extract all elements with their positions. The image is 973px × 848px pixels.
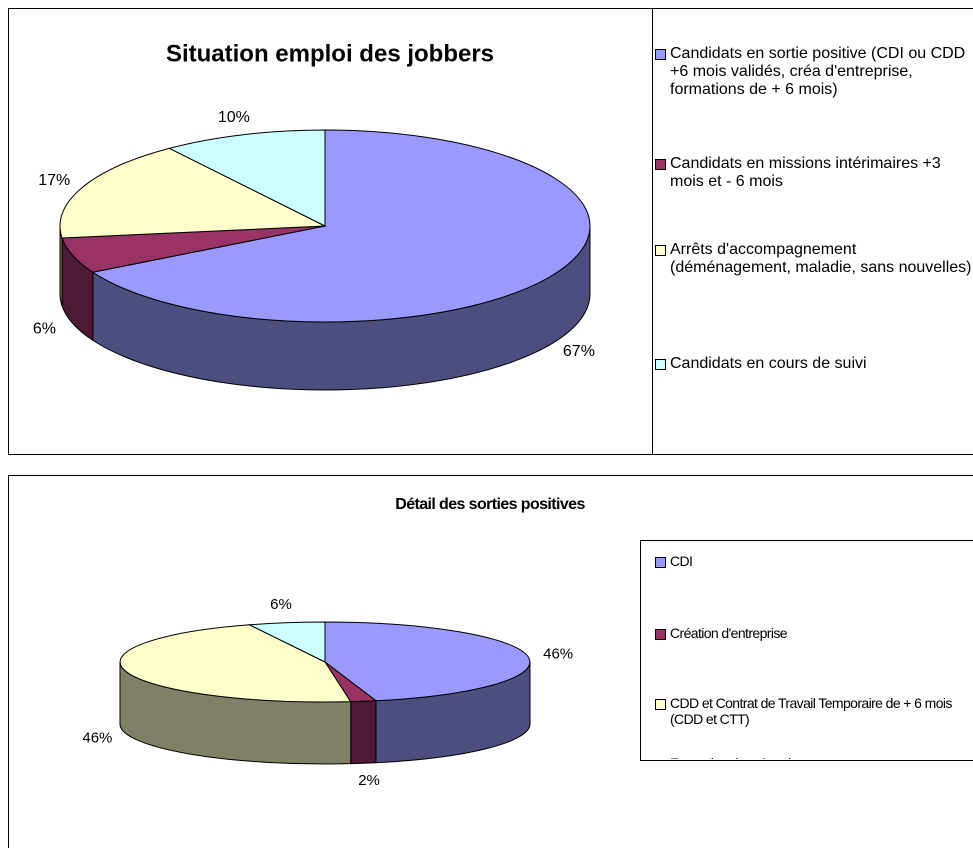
chart-title: Situation emploi des jobbers <box>166 40 494 67</box>
data-label: 17% <box>38 172 70 189</box>
legend-swatch <box>655 159 666 170</box>
pie-slice <box>167 129 326 227</box>
legend-item: Candidats en cours de suivi <box>655 355 973 373</box>
legend-label: Candidats en missions intérimaires +3 mo… <box>670 155 941 190</box>
data-label: 6% <box>33 320 56 337</box>
legend-label: Création d'entreprise <box>670 625 788 641</box>
legend-label: Arrêts d'accompagnement (déménagement, m… <box>670 241 972 276</box>
data-label: 46% <box>82 729 112 746</box>
legend-label: CDD et Contrat de Travail Temporaire de … <box>670 695 952 727</box>
legend-item: Candidats en sortie positive (CDI ou CDD… <box>655 45 973 99</box>
legend: Candidats en sortie positive (CDI ou CDD… <box>655 9 973 449</box>
pie-slice <box>324 621 531 702</box>
pie-slice <box>119 624 352 703</box>
legend-border <box>640 540 973 761</box>
legend-label: CDI <box>670 553 693 569</box>
data-label: 46% <box>543 646 573 663</box>
legend-swatch <box>655 557 666 568</box>
data-label: 67% <box>563 343 595 360</box>
legend-label: Candidats en sortie positive (CDI ou CDD… <box>670 45 966 98</box>
data-label: 10% <box>218 109 250 126</box>
legend-item: CDI <box>655 553 973 569</box>
pie-slice <box>91 129 591 323</box>
legend-swatch <box>655 49 666 60</box>
legend-swatch <box>655 629 666 640</box>
data-label: 6% <box>270 596 292 613</box>
legend-label: Candidats en cours de suivi <box>670 355 867 372</box>
legend-item: CDD et Contrat de Travail Temporaire de … <box>655 695 973 727</box>
legend-swatch <box>655 699 666 710</box>
legend-item: Création d'entreprise <box>655 625 973 641</box>
pie-slice <box>59 147 327 239</box>
legend-item: Arrêts d'accompagnement (déménagement, m… <box>655 241 973 277</box>
data-label: 2% <box>358 772 380 789</box>
pie-side <box>350 700 377 765</box>
legend-swatch <box>655 359 666 370</box>
chart-title: Détail des sorties positives <box>395 496 585 513</box>
legend: CDI Création d'entreprise CDD et Contrat d… <box>655 541 973 759</box>
legend-item: Formation de + 6 mois <box>655 755 973 759</box>
legend-swatch <box>655 245 666 256</box>
pie-slice <box>247 621 326 663</box>
legend-label: Formation de + 6 mois <box>670 755 973 759</box>
legend-item: Candidats en missions intérimaires +3 mo… <box>655 155 973 191</box>
